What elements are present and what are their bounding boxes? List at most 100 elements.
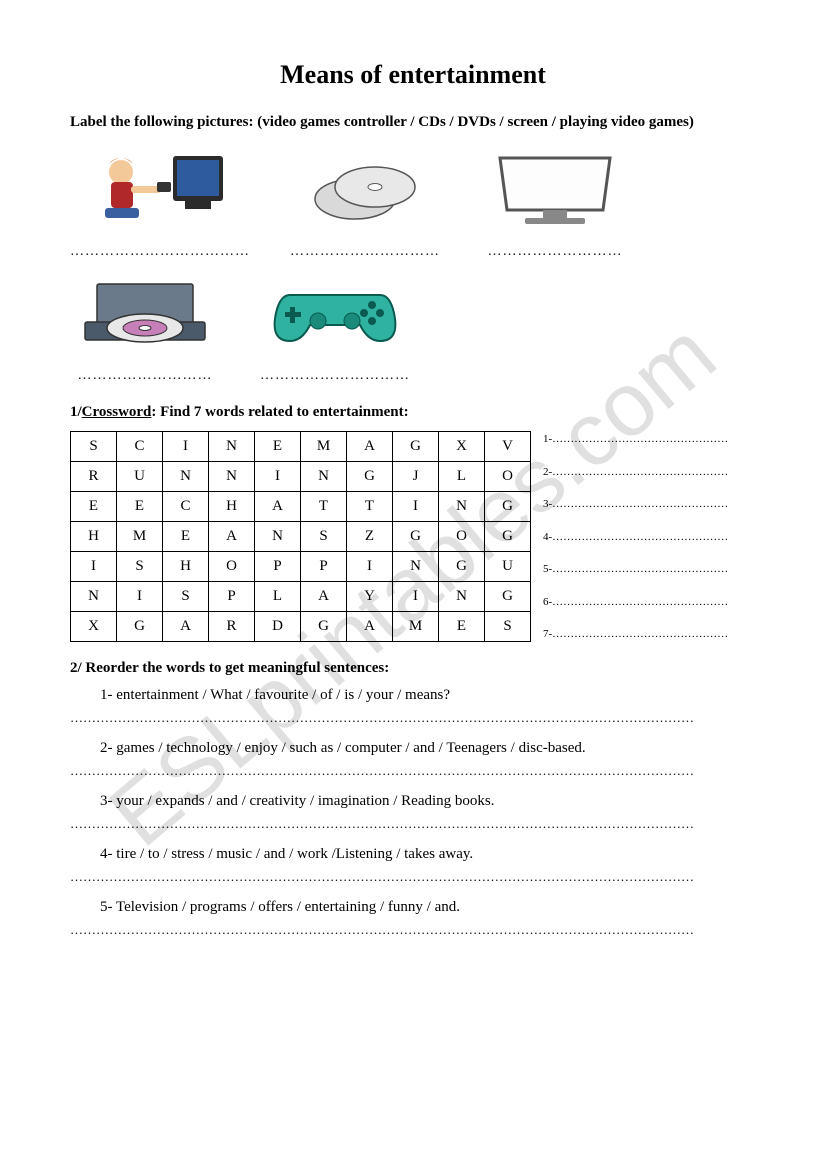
answer-dotted-line: …………………………………………………………………………………………………………… [70,763,756,779]
crossword-grid: SCINEMAGXVRUNNINGJLOEECHATTINGHMEANSZGOG… [70,431,531,642]
crossword-cell: I [117,582,163,612]
answer-line: 1-………………………………………… [543,433,728,445]
answer-dotted-line: …………………………………………………………………………………………………………… [70,922,756,938]
crossword-cell: N [209,432,255,462]
reorder-heading: 2/ Reorder the words to get meaningful s… [70,660,756,677]
crossword-cell: M [301,432,347,462]
crossword-cell: O [209,552,255,582]
crossword-cell: A [301,582,347,612]
blank-line: ……………………… [78,368,213,384]
cds-icon [300,151,430,231]
reorder-item: 3- your / expands / and / creativity / i… [100,793,756,810]
crossword-cell: A [347,612,393,642]
crossword-cell: T [301,492,347,522]
heading-rest: : Find 7 words related to entertainment: [151,404,408,420]
crossword-cell: O [485,462,531,492]
screen-icon [485,146,625,236]
img-playing-video-games: ……………………………… [70,146,250,260]
crossword-cell: I [347,552,393,582]
crossword-cell: P [301,552,347,582]
crossword-cell: A [347,432,393,462]
crossword-cell: G [485,492,531,522]
crossword-cell: G [301,612,347,642]
blank-line: ……………………………… [70,244,250,260]
crossword-cell: P [209,582,255,612]
crossword-cell: D [255,612,301,642]
crossword-cell: O [439,522,485,552]
reorder-item: 2- games / technology / enjoy / such as … [100,740,756,757]
crossword-cell: E [439,612,485,642]
crossword-cell: A [209,522,255,552]
crossword-cell: T [347,492,393,522]
crossword-cell: R [71,462,117,492]
controller-icon [260,275,410,355]
page-title: Means of entertainment [70,60,756,90]
answer-dotted-line: …………………………………………………………………………………………………………… [70,869,756,885]
crossword-cell: G [393,522,439,552]
crossword-cell: S [71,432,117,462]
crossword-cell: I [393,492,439,522]
crossword-cell: G [347,462,393,492]
crossword-cell: M [393,612,439,642]
crossword-cell: N [301,462,347,492]
blank-line: ………………………… [260,368,410,384]
answer-line: 5-………………………………………… [543,563,728,575]
crossword-cell: S [163,582,209,612]
crossword-cell: M [117,522,163,552]
crossword-cell: Z [347,522,393,552]
crossword-cell: E [117,492,163,522]
crossword-cell: X [439,432,485,462]
answer-dotted-line: …………………………………………………………………………………………………………… [70,710,756,726]
crossword-cell: N [255,522,301,552]
crossword-cell: R [209,612,255,642]
crossword-cell: N [439,492,485,522]
crossword-cell: P [255,552,301,582]
crossword-cell: E [71,492,117,522]
crossword-cell: X [71,612,117,642]
crossword-cell: E [163,522,209,552]
crossword-cell: C [117,432,163,462]
crossword-cell: S [485,612,531,642]
label-instruction: Label the following pictures: (video gam… [70,112,756,132]
crossword-cell: G [117,612,163,642]
image-row-2: ……………………… ………………………… [70,270,756,384]
crossword-cell: N [393,552,439,582]
blank-line: ……………………… [488,244,623,260]
img-dvds: ……………………… [70,270,220,384]
crossword-cell: H [71,522,117,552]
answer-blanks: 1-…………………………………………2-…………………………………………3-……… [543,431,728,642]
crossword-container: SCINEMAGXVRUNNINGJLOEECHATTINGHMEANSZGOG… [70,431,756,642]
answer-dotted-line: …………………………………………………………………………………………………………… [70,816,756,832]
crossword-cell: I [71,552,117,582]
img-screen: ……………………… [480,146,630,260]
dvd-drive-icon [75,270,215,360]
crossword-cell: I [255,462,301,492]
answer-line: 6-………………………………………… [543,596,728,608]
crossword-cell: U [117,462,163,492]
crossword-cell: G [485,522,531,552]
heading-underline: Crossword [82,404,152,420]
crossword-cell: I [393,582,439,612]
answer-line: 7-………………………………………… [543,628,728,640]
crossword-cell: L [255,582,301,612]
img-controller: ………………………… [260,270,410,384]
blank-line: ………………………… [290,244,440,260]
playing-video-games-icon [85,146,235,236]
crossword-cell: L [439,462,485,492]
crossword-cell: G [485,582,531,612]
crossword-cell: E [255,432,301,462]
crossword-cell: G [393,432,439,462]
img-cds: ………………………… [290,146,440,260]
crossword-cell: A [163,612,209,642]
heading-prefix: 1/ [70,404,82,420]
reorder-item: 5- Television / programs / offers / ente… [100,899,756,916]
reorder-section: 1- entertainment / What / favourite / of… [70,687,756,938]
answer-line: 2-………………………………………… [543,466,728,478]
crossword-cell: H [163,552,209,582]
crossword-cell: N [71,582,117,612]
crossword-cell: N [163,462,209,492]
crossword-cell: U [485,552,531,582]
crossword-cell: N [209,462,255,492]
crossword-cell: Y [347,582,393,612]
crossword-cell: H [209,492,255,522]
